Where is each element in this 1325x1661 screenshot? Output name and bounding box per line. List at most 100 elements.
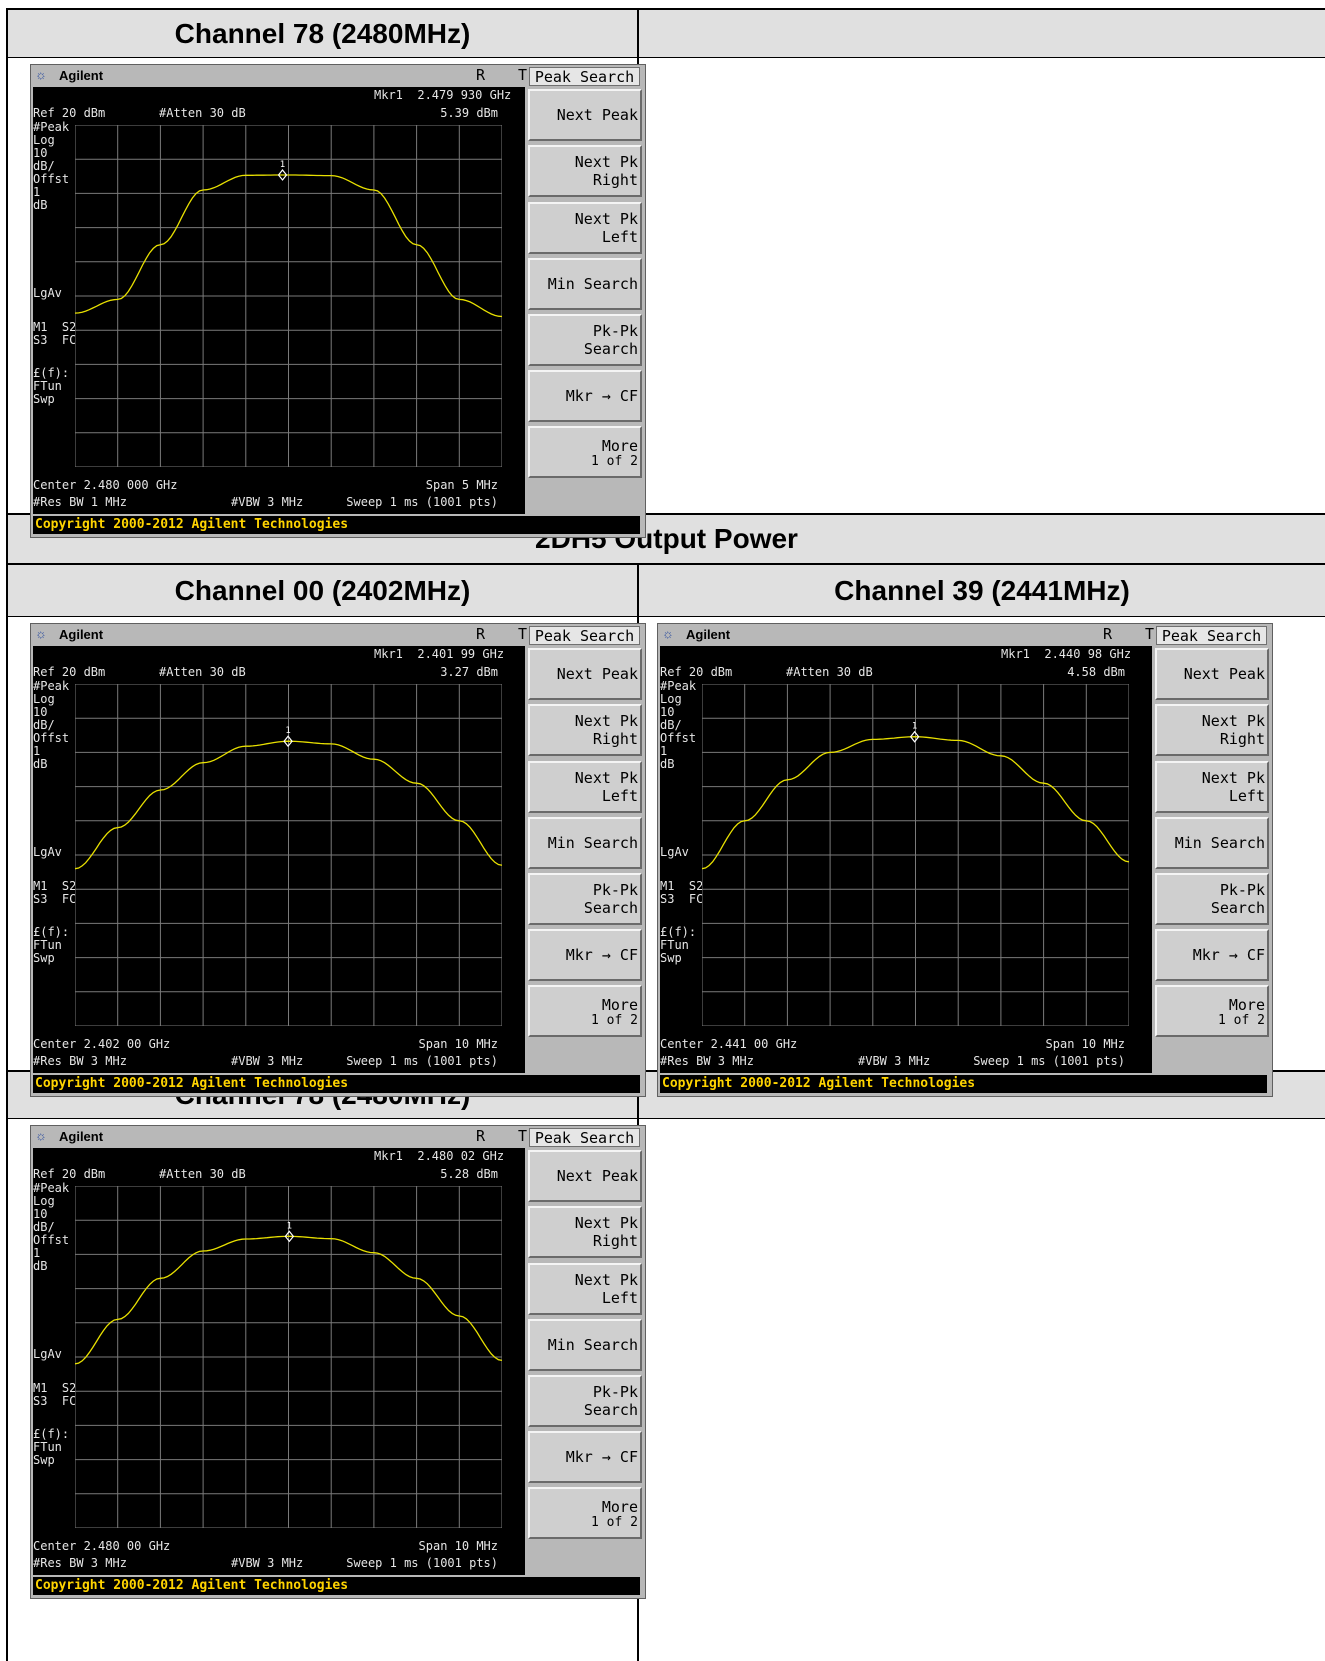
- copyright-bar: Copyright 2000-2012 Agilent Technologies: [33, 1075, 640, 1093]
- analyzer-screenshot: ☼ Agilent R T Peak Search Mkr1 2.440 98 …: [657, 623, 1273, 1097]
- mkr-to-cf-button[interactable]: Mkr → CF: [528, 929, 642, 981]
- resolution-bandwidth: #Res BW 3 MHz: [660, 1055, 754, 1068]
- more-label: More: [1229, 996, 1265, 1014]
- marker-level: 5.39 dBm: [440, 107, 498, 120]
- resolution-bandwidth: #Res BW 1 MHz: [33, 496, 127, 509]
- copyright-bar: Copyright 2000-2012 Agilent Technologies: [33, 516, 640, 534]
- sun-burst-icon: ☼: [35, 1128, 47, 1143]
- analyzer-screen: Mkr1 2.480 02 GHz Ref 20 dBm #Atten 30 d…: [33, 1148, 525, 1575]
- brand-label: Agilent: [686, 627, 730, 642]
- center-frequency: Center 2.480 000 GHz: [33, 479, 178, 492]
- brand-label: Agilent: [59, 627, 103, 642]
- marker-level: 5.28 dBm: [440, 1168, 498, 1181]
- copyright-bar: Copyright 2000-2012 Agilent Technologies: [33, 1577, 640, 1595]
- header-cell-empty-top: [639, 10, 1325, 57]
- ref-level: Ref 20 dBm: [33, 1168, 105, 1181]
- marker-number-label: 1: [285, 726, 290, 736]
- pk-pk-search-button[interactable]: Pk-Pk Search: [528, 314, 642, 366]
- more-button[interactable]: More 1 of 2: [528, 426, 642, 478]
- attenuation: #Atten 30 dB: [786, 666, 873, 679]
- more-button[interactable]: More 1 of 2: [528, 1487, 642, 1539]
- more-page: 1 of 2: [591, 1516, 638, 1529]
- spectrum-plot: 1: [75, 684, 502, 1026]
- header-text: Channel 78 (2480MHz): [175, 18, 471, 50]
- pk-pk-search-button[interactable]: Pk-Pk Search: [528, 873, 642, 925]
- marker-level: 4.58 dBm: [1067, 666, 1125, 679]
- marker-frequency: Mkr1 2.401 99 GHz: [374, 648, 504, 661]
- attenuation: #Atten 30 dB: [159, 107, 246, 120]
- next-pk-left-button[interactable]: Next Pk Left: [1155, 761, 1269, 813]
- next-pk-left-button[interactable]: Next Pk Left: [528, 761, 642, 813]
- min-search-button[interactable]: Min Search: [528, 258, 642, 310]
- trigger-labels: M1 S2 S3 FC: [660, 880, 703, 906]
- analyzer-titlebar: [31, 1126, 525, 1148]
- marker-level: 3.27 dBm: [440, 666, 498, 679]
- span: Span 10 MHz: [419, 1540, 498, 1553]
- analyzer-titlebar: [31, 65, 525, 87]
- min-search-button[interactable]: Min Search: [528, 817, 642, 869]
- ftun-labels: £(f): FTun Swp: [660, 926, 696, 965]
- next-pk-left-button[interactable]: Next Pk Left: [528, 1263, 642, 1315]
- next-peak-button[interactable]: Next Peak: [1155, 648, 1269, 700]
- resolution-bandwidth: #Res BW 3 MHz: [33, 1055, 127, 1068]
- lgav-label: LgAv: [33, 846, 62, 859]
- more-page: 1 of 2: [591, 1014, 638, 1027]
- video-bandwidth: #VBW 3 MHz: [231, 1557, 303, 1570]
- scale-labels: #Peak Log 10 dB/ Offst 1 dB: [33, 1182, 69, 1273]
- min-search-button[interactable]: Min Search: [1155, 817, 1269, 869]
- next-pk-right-button[interactable]: Next Pk Right: [1155, 704, 1269, 756]
- menu-title-peak-search: Peak Search: [529, 67, 640, 86]
- next-pk-right-button[interactable]: Next Pk Right: [528, 1206, 642, 1258]
- video-bandwidth: #VBW 3 MHz: [231, 496, 303, 509]
- analyzer-titlebar: [31, 624, 525, 646]
- sun-burst-icon: ☼: [662, 626, 674, 641]
- analyzer-screen: Mkr1 2.479 930 GHz Ref 20 dBm #Atten 30 …: [33, 87, 525, 514]
- next-pk-right-button[interactable]: Next Pk Right: [528, 704, 642, 756]
- spectrum-plot: 1: [702, 684, 1129, 1026]
- ftun-labels: £(f): FTun Swp: [33, 367, 69, 406]
- more-label: More: [602, 996, 638, 1014]
- next-peak-button[interactable]: Next Peak: [528, 648, 642, 700]
- table-border-left: [6, 8, 8, 1661]
- mkr-to-cf-button[interactable]: Mkr → CF: [1155, 929, 1269, 981]
- min-search-button[interactable]: Min Search: [528, 1319, 642, 1371]
- resolution-bandwidth: #Res BW 3 MHz: [33, 1557, 127, 1570]
- mkr-to-cf-button[interactable]: Mkr → CF: [528, 1431, 642, 1483]
- next-peak-button[interactable]: Next Peak: [528, 89, 642, 141]
- center-frequency: Center 2.480 00 GHz: [33, 1540, 170, 1553]
- span: Span 5 MHz: [426, 479, 498, 492]
- video-bandwidth: #VBW 3 MHz: [231, 1055, 303, 1068]
- sweep-time: Sweep 1 ms (1001 pts): [346, 496, 498, 509]
- marker-number-label: 1: [280, 160, 285, 170]
- scale-labels: #Peak Log 10 dB/ Offst 1 dB: [33, 680, 69, 771]
- next-peak-button[interactable]: Next Peak: [528, 1150, 642, 1202]
- ref-level: Ref 20 dBm: [33, 666, 105, 679]
- lgav-label: LgAv: [660, 846, 689, 859]
- lgav-label: LgAv: [33, 1348, 62, 1361]
- pk-pk-search-button[interactable]: Pk-Pk Search: [1155, 873, 1269, 925]
- next-pk-right-button[interactable]: Next Pk Right: [528, 145, 642, 197]
- attenuation: #Atten 30 dB: [159, 1168, 246, 1181]
- sun-burst-icon: ☼: [35, 67, 47, 82]
- more-button[interactable]: More 1 of 2: [528, 985, 642, 1037]
- trigger-labels: M1 S2 S3 FC: [33, 880, 76, 906]
- copyright-bar: Copyright 2000-2012 Agilent Technologies: [660, 1075, 1267, 1093]
- mkr-to-cf-button[interactable]: Mkr → CF: [528, 370, 642, 422]
- marker-number-label: 1: [912, 722, 917, 732]
- video-bandwidth: #VBW 3 MHz: [858, 1055, 930, 1068]
- next-pk-left-button[interactable]: Next Pk Left: [528, 202, 642, 254]
- more-button[interactable]: More 1 of 2: [1155, 985, 1269, 1037]
- brand-label: Agilent: [59, 1129, 103, 1144]
- table-line-h6: [6, 1118, 1325, 1119]
- pk-pk-search-button[interactable]: Pk-Pk Search: [528, 1375, 642, 1427]
- ftun-labels: £(f): FTun Swp: [33, 926, 69, 965]
- lgav-label: LgAv: [33, 287, 62, 300]
- analyzer-screenshot: ☼ Agilent R T Peak Search Mkr1 2.401 99 …: [30, 623, 646, 1097]
- sweep-time: Sweep 1 ms (1001 pts): [973, 1055, 1125, 1068]
- ftun-labels: £(f): FTun Swp: [33, 1428, 69, 1467]
- sun-burst-icon: ☼: [35, 626, 47, 641]
- analyzer-screenshot: ☼ Agilent R T Peak Search Mkr1 2.480 02 …: [30, 1125, 646, 1599]
- center-frequency: Center 2.441 00 GHz: [660, 1038, 797, 1051]
- analyzer-screen: Mkr1 2.401 99 GHz Ref 20 dBm #Atten 30 d…: [33, 646, 525, 1073]
- header-cell-ch00: Channel 00 (2402MHz): [8, 565, 637, 616]
